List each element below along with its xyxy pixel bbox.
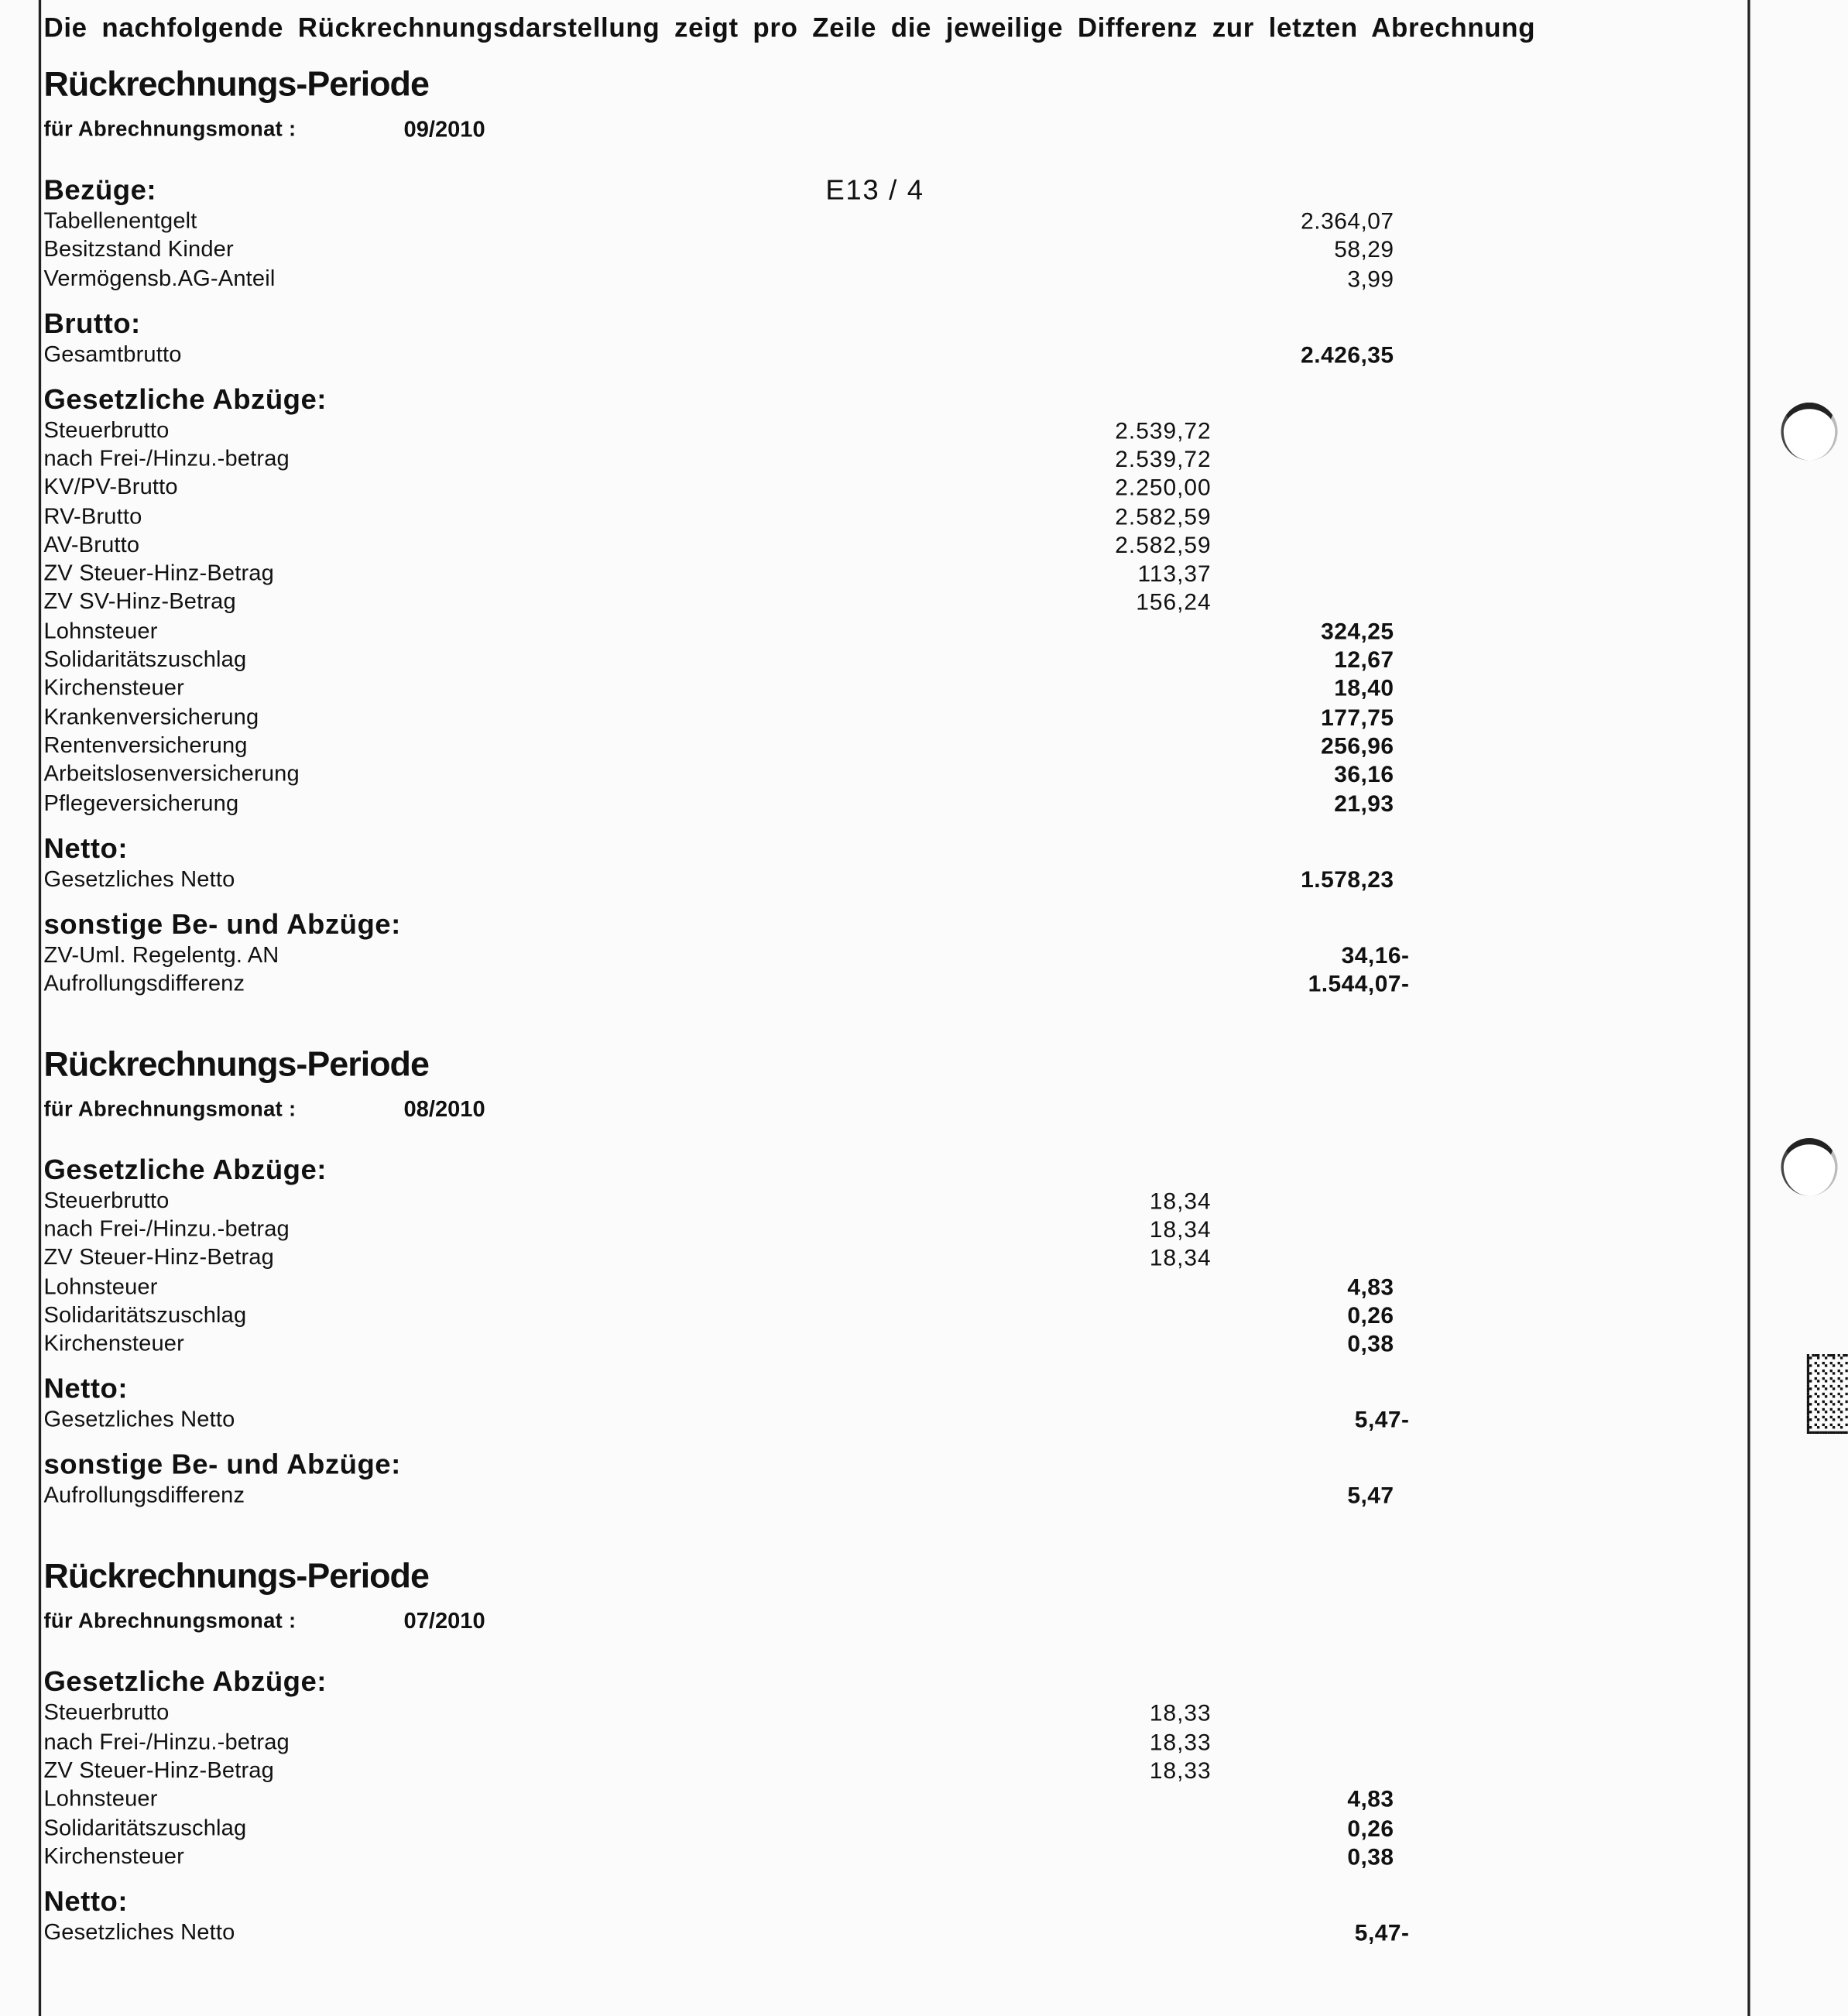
row-label: Gesamtbrutto — [43, 340, 182, 367]
row-amount: 0,26 — [1347, 1815, 1394, 1841]
row-amount: 256,96 — [1321, 732, 1394, 759]
row-label: ZV Steuer-Hinz-Betrag — [43, 560, 274, 586]
row-label: AV-Brutto — [43, 531, 140, 557]
row-label: nach Frei-/Hinzu.-betrag — [43, 1728, 290, 1754]
section-title: Bezüge: — [43, 173, 157, 206]
section-title: Gesetzliche Abzüge: — [43, 1153, 327, 1186]
row-base-value: 156,24 — [1136, 589, 1212, 615]
billing-month-label: für Abrechnungsmonat : — [43, 118, 297, 142]
pay-grade: E13 / 4 — [825, 173, 924, 206]
row-amount: 177,75 — [1321, 704, 1394, 730]
row-amount: 0,26 — [1347, 1302, 1394, 1329]
row-amount: 4,83 — [1347, 1274, 1394, 1300]
row-label: Kirchensteuer — [43, 1330, 184, 1356]
row-base-value: 2.582,59 — [1115, 503, 1212, 530]
row-amount: 21,93 — [1334, 790, 1394, 816]
row-label: Steuerbrutto — [43, 416, 170, 443]
row-label: Gesetzliches Netto — [43, 865, 235, 891]
row-label: nach Frei-/Hinzu.-betrag — [43, 1215, 290, 1242]
row-label: RV-Brutto — [43, 502, 142, 529]
row-base-value: 18,34 — [1149, 1188, 1212, 1214]
billing-month-label: für Abrechnungsmonat : — [43, 1610, 297, 1634]
row-label: Solidaritätszuschlag — [43, 1301, 247, 1328]
row-amount: 58,29 — [1334, 237, 1394, 263]
row-label: Kirchensteuer — [43, 1843, 184, 1869]
punch-hole-icon — [1781, 402, 1838, 461]
row-base-value: 18,33 — [1149, 1757, 1212, 1784]
row-amount: 34,16- — [1341, 941, 1410, 968]
row-amount: 18,40 — [1334, 675, 1394, 701]
period-heading: Rückrechnungs-Periode — [43, 64, 429, 104]
billing-month-label: für Abrechnungsmonat : — [43, 1097, 297, 1121]
row-amount: 5,47- — [1354, 1919, 1410, 1946]
row-label: Solidaritätszuschlag — [43, 1814, 247, 1840]
left-border-line — [38, 0, 41, 2016]
row-amount: 0,38 — [1347, 1843, 1394, 1870]
row-amount: 1.578,23 — [1301, 866, 1394, 892]
row-label: Lohnsteuer — [43, 617, 158, 643]
row-amount: 36,16 — [1334, 761, 1394, 787]
intro-text: Die nachfolgende Rückrechnungsdarstellun… — [43, 13, 1536, 43]
section-title: sonstige Be- und Abzüge: — [43, 1448, 401, 1481]
row-base-value: 18,33 — [1149, 1729, 1212, 1755]
row-label: Arbeitslosenversicherung — [43, 760, 300, 787]
row-amount: 5,47 — [1347, 1483, 1394, 1509]
row-amount: 2.426,35 — [1301, 341, 1394, 368]
row-label: ZV-Uml. Regelentg. AN — [43, 941, 279, 967]
row-amount: 1.544,07- — [1308, 970, 1410, 996]
row-label: ZV Steuer-Hinz-Betrag — [43, 1244, 274, 1270]
section-title: Gesetzliche Abzüge: — [43, 382, 327, 415]
row-amount: 4,83 — [1347, 1786, 1394, 1812]
section-title: Gesetzliche Abzüge: — [43, 1665, 327, 1699]
punch-hole-icon — [1781, 1137, 1838, 1196]
datamatrix-barcode-icon — [1806, 1354, 1848, 1435]
row-amount: 3,99 — [1347, 266, 1394, 292]
row-base-value: 2.582,59 — [1115, 532, 1212, 558]
period-heading: Rückrechnungs-Periode — [43, 1557, 429, 1596]
row-label: Besitzstand Kinder — [43, 235, 234, 262]
row-label: KV/PV-Brutto — [43, 473, 178, 500]
row-amount: 324,25 — [1321, 618, 1394, 644]
row-label: Steuerbrutto — [43, 1187, 170, 1213]
row-amount: 2.364,07 — [1301, 208, 1394, 235]
row-label: Lohnsteuer — [43, 1273, 158, 1299]
section-title: Brutto: — [43, 307, 141, 339]
row-base-value: 2.539,72 — [1115, 446, 1212, 472]
billing-month-value: 07/2010 — [403, 1608, 485, 1634]
row-label: Rentenversicherung — [43, 732, 248, 758]
row-base-value: 18,34 — [1149, 1245, 1212, 1271]
row-label: Gesetzliches Netto — [43, 1406, 235, 1432]
section-title: Netto: — [43, 831, 129, 864]
row-amount: 12,67 — [1334, 646, 1394, 673]
section-title: Netto: — [43, 1884, 129, 1918]
row-amount: 0,38 — [1347, 1331, 1394, 1357]
row-label: Solidaritätszuschlag — [43, 646, 247, 672]
row-base-value: 113,37 — [1137, 561, 1212, 587]
row-label: Lohnsteuer — [43, 1785, 158, 1812]
row-label: nach Frei-/Hinzu.-betrag — [43, 444, 290, 471]
row-label: Steuerbrutto — [43, 1699, 170, 1726]
section-title: Netto: — [43, 1372, 129, 1405]
row-label: Krankenversicherung — [43, 703, 259, 729]
row-label: Pflegeversicherung — [43, 789, 239, 815]
section-title: sonstige Be- und Abzüge: — [43, 907, 401, 940]
billing-month-value: 09/2010 — [403, 115, 485, 142]
row-label: Gesetzliches Netto — [43, 1918, 235, 1945]
row-label: Kirchensteuer — [43, 674, 184, 701]
billing-month-value: 08/2010 — [403, 1095, 485, 1122]
row-base-value: 18,33 — [1149, 1700, 1212, 1726]
row-label: Aufrollungsdifferenz — [43, 1482, 245, 1508]
row-label: Vermögensb.AG-Anteil — [43, 264, 276, 291]
period-heading: Rückrechnungs-Periode — [43, 1044, 429, 1084]
row-amount: 5,47- — [1354, 1407, 1410, 1433]
row-label: Tabellenentgelt — [43, 207, 197, 234]
right-border-line — [1747, 0, 1750, 2016]
row-label: Aufrollungsdifferenz — [43, 969, 245, 996]
row-base-value: 18,34 — [1149, 1216, 1212, 1243]
row-base-value: 2.539,72 — [1115, 417, 1212, 444]
row-base-value: 2.250,00 — [1115, 475, 1212, 501]
row-label: ZV SV-Hinz-Betrag — [43, 588, 236, 615]
row-label: ZV Steuer-Hinz-Betrag — [43, 1757, 274, 1783]
